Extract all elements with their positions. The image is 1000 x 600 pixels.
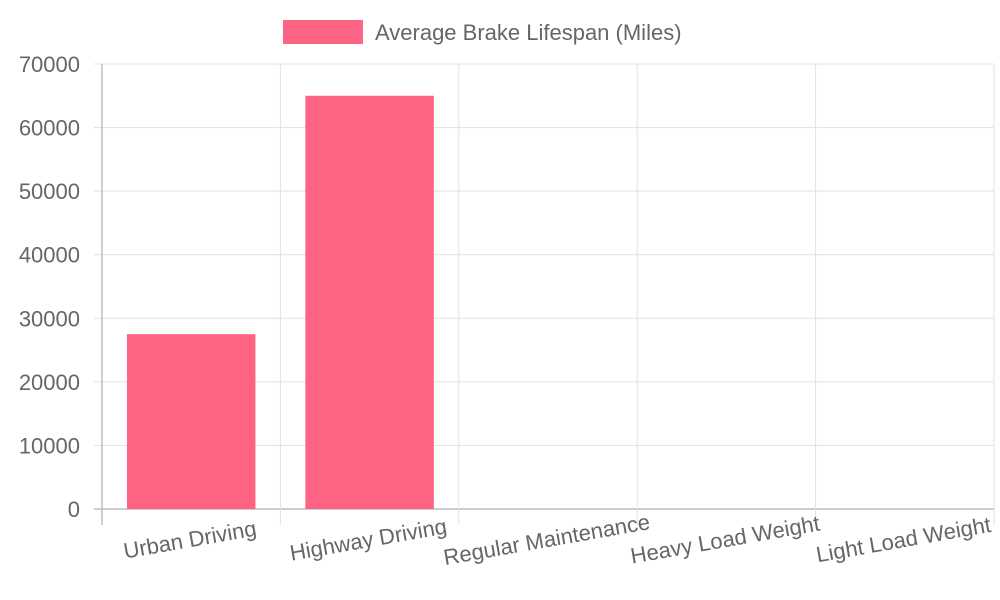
y-tick-label: 10000 (19, 433, 80, 458)
y-tick-label: 20000 (19, 370, 80, 395)
legend-label: Average Brake Lifespan (Miles) (375, 20, 682, 45)
y-axis-ticks: 0 10000 20000 30000 40000 50000 60000 70000 (19, 52, 80, 522)
x-tick-label: Highway Driving (288, 514, 449, 566)
bar-series (126, 95, 434, 510)
legend: Average Brake Lifespan (Miles) (283, 20, 682, 45)
x-tick-label: Heavy Load Weight (629, 511, 822, 569)
y-tick-label: 40000 (19, 243, 80, 268)
x-tick-label: Light Load Weight (814, 512, 993, 567)
y-tick-label: 50000 (19, 179, 80, 204)
y-tick-label: 0 (68, 497, 80, 522)
legend-swatch (283, 20, 363, 44)
x-tick-label: Regular Maintenance (442, 509, 652, 570)
x-tick-label: Urban Driving (121, 516, 258, 564)
y-tick-label: 70000 (19, 52, 80, 77)
bar-highway-driving[interactable] (305, 95, 434, 510)
y-tick-label: 30000 (19, 306, 80, 331)
bar-urban-driving[interactable] (126, 334, 256, 509)
y-tick-label: 60000 (19, 116, 80, 141)
